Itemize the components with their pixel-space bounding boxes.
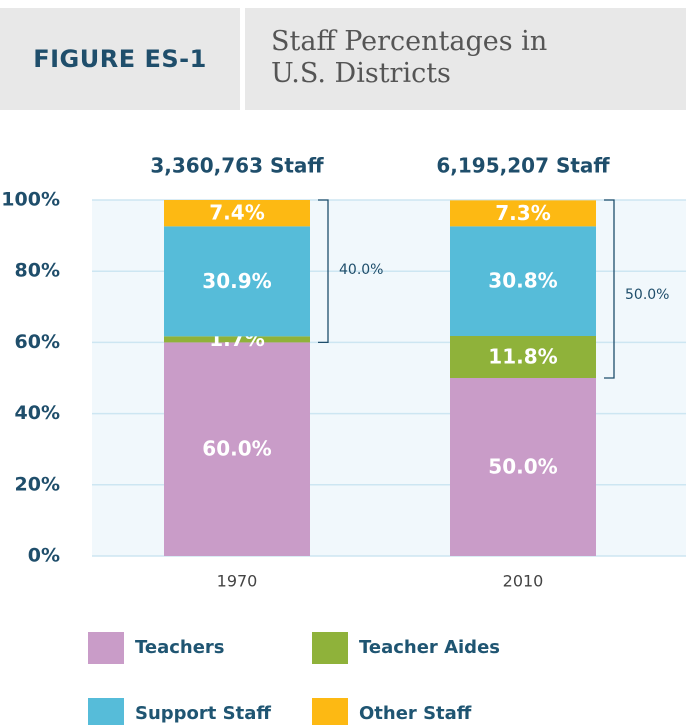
bracket-label: 50.0%	[625, 287, 669, 303]
y-tick-label: 40%	[15, 402, 60, 424]
value-label: 30.9%	[202, 269, 271, 293]
bracket	[604, 199, 615, 379]
category-label: 1970	[217, 572, 258, 591]
bar-segment	[450, 226, 596, 336]
figure-label: FIGURE ES-1	[33, 45, 207, 73]
bar-segment	[164, 336, 310, 343]
value-label: 1.7%	[209, 327, 264, 351]
value-label: 7.4%	[209, 201, 264, 225]
bracket-label: 40.0%	[339, 262, 383, 278]
category-label: 2010	[503, 572, 544, 591]
value-label: 11.8%	[488, 344, 557, 368]
bar-segment	[164, 226, 310, 337]
value-label: 7.3%	[495, 201, 550, 225]
legend-label: Support Staff	[135, 703, 271, 724]
legend-swatch	[88, 698, 124, 725]
legend-label: Teacher Aides	[359, 637, 500, 658]
bar-segment	[164, 342, 310, 556]
y-tick-label: 20%	[15, 473, 60, 495]
legend-label: Teachers	[135, 637, 225, 658]
y-tick-label: 60%	[15, 331, 60, 353]
chart-title: Staff Percentages in U.S. Districts	[271, 26, 548, 89]
y-tick-label: 80%	[15, 260, 60, 282]
bar-segment	[450, 378, 596, 556]
y-tick-label: 0%	[28, 545, 60, 567]
title-box: Staff Percentages in U.S. Districts	[245, 8, 686, 110]
value-label: 50.0%	[488, 455, 557, 479]
legend-label: Other Staff	[359, 703, 472, 724]
y-tick-label: 100%	[1, 189, 60, 211]
bar-total: 3,360,763 Staff	[150, 154, 324, 178]
plot-background	[92, 200, 686, 556]
legend-swatch	[312, 698, 348, 725]
bar-segment	[450, 200, 596, 227]
legend-swatch	[312, 632, 348, 664]
value-label: 30.8%	[488, 269, 557, 293]
legend-swatch	[88, 632, 124, 664]
value-label: 60.0%	[202, 437, 271, 461]
bracket	[318, 199, 329, 344]
bar-segment	[450, 335, 596, 378]
bar-total: 6,195,207 Staff	[436, 154, 610, 178]
bar-segment	[164, 200, 310, 227]
figure-label-box: FIGURE ES-1	[0, 8, 240, 110]
